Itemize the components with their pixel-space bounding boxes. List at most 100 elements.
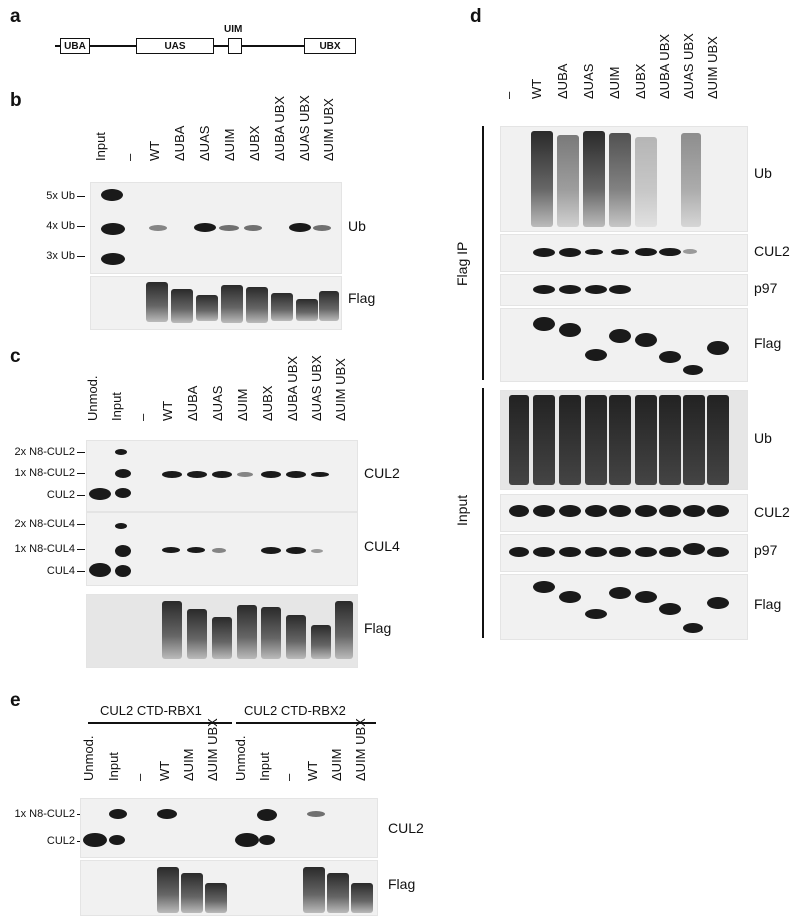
panel-d-lane-label: ΔUBA UBX <box>657 33 672 99</box>
panel-d-input-ub-label: Ub <box>754 430 772 446</box>
panel-b-ub-label: Ub <box>348 218 366 234</box>
panel-e-lane-label: ΔUIM UBX <box>205 718 220 781</box>
panel-b-flag-blot <box>90 276 342 330</box>
panel-b-ub-blot <box>90 182 342 274</box>
marker-cul2: CUL2 <box>47 489 85 501</box>
panel-d-ip-p97-blot <box>500 274 748 306</box>
panel-d-ip-ub-label: Ub <box>754 165 772 181</box>
input-bracket <box>482 388 484 638</box>
panel-b-lane-label: ΔUBX <box>247 125 262 161</box>
panel-c-cul2-blot <box>86 440 358 512</box>
panel-c-cul4-label: CUL4 <box>364 538 400 554</box>
flag-ip-bracket <box>482 126 484 380</box>
panel-d-ip-flag-label: Flag <box>754 335 782 351</box>
panel-d-ip-cul2-label: CUL2 <box>754 243 790 259</box>
panel-b-flag-label: Flag <box>348 290 376 306</box>
marker-1x-n8-cul2: 1x N8-CUL2 <box>14 467 85 479</box>
panel-e-label: e <box>10 690 21 711</box>
marker-2x-n8-cul4: 2x N8-CUL4 <box>14 518 85 530</box>
panel-d-ip-p97-label: p97 <box>754 280 778 296</box>
panel-d-lane-label: ΔUIM <box>607 66 622 99</box>
panel-e-lane-label: Input <box>106 752 121 781</box>
domain-uba: UBA <box>60 38 90 54</box>
group-rbx1-line <box>88 722 232 724</box>
panel-e-lane-label: WT <box>305 760 320 781</box>
panel-d-input-cul2-blot <box>500 494 748 532</box>
panel-b-lane-label: ΔUIM UBX <box>321 98 336 161</box>
panel-e-cul2-blot <box>80 798 378 858</box>
panel-c-lane-label: ΔUBA <box>185 385 200 421</box>
domain-uas: UAS <box>136 38 214 54</box>
panel-d-lane-label: ΔUBA <box>555 63 570 99</box>
panel-b-lane-label: ΔUBA <box>172 125 187 161</box>
group-rbx1-label: CUL2 CTD-RBX1 <box>100 703 202 718</box>
panel-e-flag-label: Flag <box>388 876 416 892</box>
panel-c-lane-label: ΔUBA UBX <box>285 355 300 421</box>
panel-d-lane-label: ΔUIM UBX <box>705 36 720 99</box>
panel-d-lane-label: ΔUBX <box>633 63 648 99</box>
panel-c-lane-label: ΔUAS UBX <box>309 355 324 421</box>
marker-5x-ub: 5x Ub <box>46 190 85 202</box>
panel-b-lane-label: Input <box>93 132 108 161</box>
domain-ubx: UBX <box>304 38 356 54</box>
panel-c-cul4-blot <box>86 512 358 586</box>
panel-c-lane-label: – <box>135 413 150 421</box>
panel-b-lane-label: ΔUBA UBX <box>272 95 287 161</box>
panel-c-cul2-label: CUL2 <box>364 465 400 481</box>
panel-a-label: a <box>10 6 21 27</box>
panel-e-lane-label: – <box>132 773 147 781</box>
marker-3x-ub: 3x Ub <box>46 250 85 262</box>
panel-b-lane-label: ΔUAS UBX <box>297 95 312 161</box>
group-rbx2-line <box>236 722 376 724</box>
panel-b-lane-label: ΔUIM <box>222 128 237 161</box>
panel-d-input-flag-label: Flag <box>754 596 782 612</box>
panel-e-lane-label: WT <box>157 760 172 781</box>
marker-e-cul2: CUL2 <box>47 835 85 847</box>
panel-e-flag-blot <box>80 860 378 916</box>
panel-e-lane-label: Input <box>257 752 272 781</box>
panel-e-lane-label: ΔUIM <box>181 748 196 781</box>
marker-4x-ub: 4x Ub <box>46 220 85 232</box>
panel-d-ip-cul2-blot <box>500 234 748 272</box>
marker-1x-n8-cul4: 1x N8-CUL4 <box>14 543 85 555</box>
panel-e-lane-label: ΔUIM <box>329 748 344 781</box>
input-label: Input <box>454 494 470 526</box>
panel-c-lane-label: ΔUBX <box>260 385 275 421</box>
panel-c-lane-label: Input <box>109 392 124 421</box>
panel-b-lane-label: WT <box>147 140 162 161</box>
panel-d-label: d <box>470 6 482 27</box>
panel-d-lane-label: ΔUAS <box>581 63 596 99</box>
panel-c-flag-blot <box>86 594 358 668</box>
flag-ip-label: Flag IP <box>454 241 470 286</box>
panel-d-lane-label: – <box>501 91 516 99</box>
panel-e-lane-label: Unmod. <box>81 735 96 781</box>
panel-c-lane-label: WT <box>160 400 175 421</box>
panel-c-lane-label: ΔUIM UBX <box>333 358 348 421</box>
panel-d-ip-ub-blot <box>500 126 748 232</box>
panel-d-input-p97-blot <box>500 534 748 572</box>
panel-c-label: c <box>10 346 21 367</box>
domain-uim <box>228 38 242 54</box>
panel-c-lane-label: ΔUAS <box>210 385 225 421</box>
marker-2x-n8-cul2: 2x N8-CUL2 <box>14 446 85 458</box>
panel-e-cul2-label: CUL2 <box>388 820 424 836</box>
panel-b-lane-label: ΔUAS <box>197 125 212 161</box>
panel-c-flag-label: Flag <box>364 620 392 636</box>
panel-c-lane-label: ΔUIM <box>235 388 250 421</box>
panel-d-input-p97-label: p97 <box>754 542 778 558</box>
panel-d-input-ub-blot <box>500 390 748 490</box>
marker-e-1x-n8-cul2: 1x N8-CUL2 <box>14 808 85 820</box>
panel-e-lane-label: Unmod. <box>233 735 248 781</box>
marker-cul4: CUL4 <box>47 565 85 577</box>
panel-d-ip-flag-blot <box>500 308 748 382</box>
panel-d-lane-label: ΔUAS UBX <box>681 33 696 99</box>
domain-uim-label: UIM <box>224 24 243 35</box>
panel-d-input-flag-blot <box>500 574 748 640</box>
panel-b-lane-label: – <box>122 153 137 161</box>
panel-d-input-cul2-label: CUL2 <box>754 504 790 520</box>
panel-d-lane-label: WT <box>529 78 544 99</box>
panel-e-lane-label: – <box>281 773 296 781</box>
panel-e-lane-label: ΔUIM UBX <box>353 718 368 781</box>
panel-b-label: b <box>10 90 22 111</box>
group-rbx2-label: CUL2 CTD-RBX2 <box>244 703 346 718</box>
